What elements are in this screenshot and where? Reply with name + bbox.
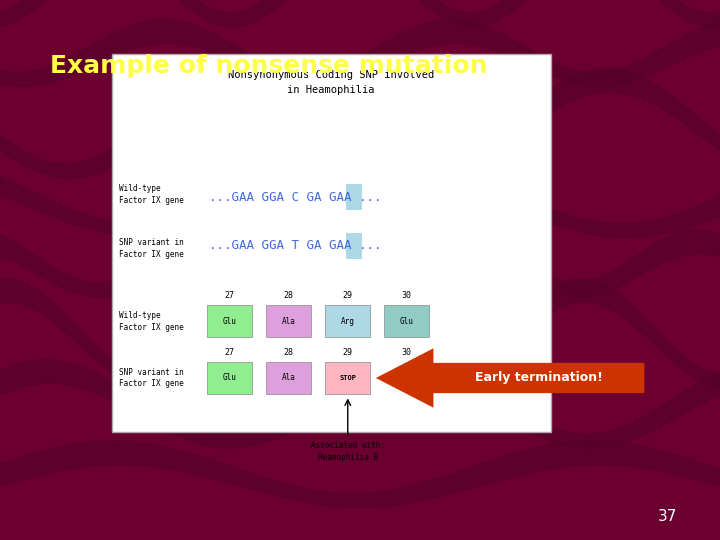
Text: Ala: Ala (282, 374, 296, 382)
Text: Glu: Glu (222, 317, 237, 326)
Text: Example of nonsense mutation: Example of nonsense mutation (50, 54, 488, 78)
FancyBboxPatch shape (112, 54, 551, 432)
Text: Nonsynonymous Coding SNP involved
in Heamophilia: Nonsynonymous Coding SNP involved in Hea… (228, 70, 434, 95)
Text: Wild-type
Factor IX gene: Wild-type Factor IX gene (119, 184, 184, 205)
FancyBboxPatch shape (207, 362, 252, 394)
Text: Wild-type
Factor IX gene: Wild-type Factor IX gene (119, 311, 184, 332)
FancyBboxPatch shape (346, 233, 362, 259)
Text: SNP variant in
Factor IX gene: SNP variant in Factor IX gene (119, 368, 184, 388)
Text: 30: 30 (402, 348, 412, 356)
Text: SNP variant in
Factor IX gene: SNP variant in Factor IX gene (119, 238, 184, 259)
Text: Associated with:
Heamophilia B: Associated with: Heamophilia B (311, 442, 384, 462)
Text: 30: 30 (402, 291, 412, 300)
Polygon shape (376, 348, 644, 408)
Text: Glu: Glu (400, 317, 414, 326)
Text: 27: 27 (225, 348, 235, 356)
Text: 28: 28 (284, 348, 294, 356)
Text: ...GAA GGA C GA GAA ...: ...GAA GGA C GA GAA ... (209, 191, 382, 204)
Text: 27: 27 (225, 291, 235, 300)
Text: ...GAA GGA T GA GAA ...: ...GAA GGA T GA GAA ... (209, 239, 382, 252)
FancyBboxPatch shape (325, 306, 370, 337)
Text: 29: 29 (343, 291, 353, 300)
Text: 37: 37 (657, 509, 677, 524)
FancyBboxPatch shape (266, 306, 311, 337)
Text: Glu: Glu (222, 374, 237, 382)
FancyBboxPatch shape (346, 184, 362, 210)
FancyBboxPatch shape (207, 306, 252, 337)
Text: STOP: STOP (339, 375, 356, 381)
FancyBboxPatch shape (325, 362, 370, 394)
FancyBboxPatch shape (266, 362, 311, 394)
Text: 29: 29 (343, 348, 353, 356)
FancyBboxPatch shape (384, 306, 429, 337)
Text: Arg: Arg (341, 317, 355, 326)
Text: Early termination!: Early termination! (475, 372, 603, 384)
Text: Ala: Ala (282, 317, 296, 326)
Text: 28: 28 (284, 291, 294, 300)
